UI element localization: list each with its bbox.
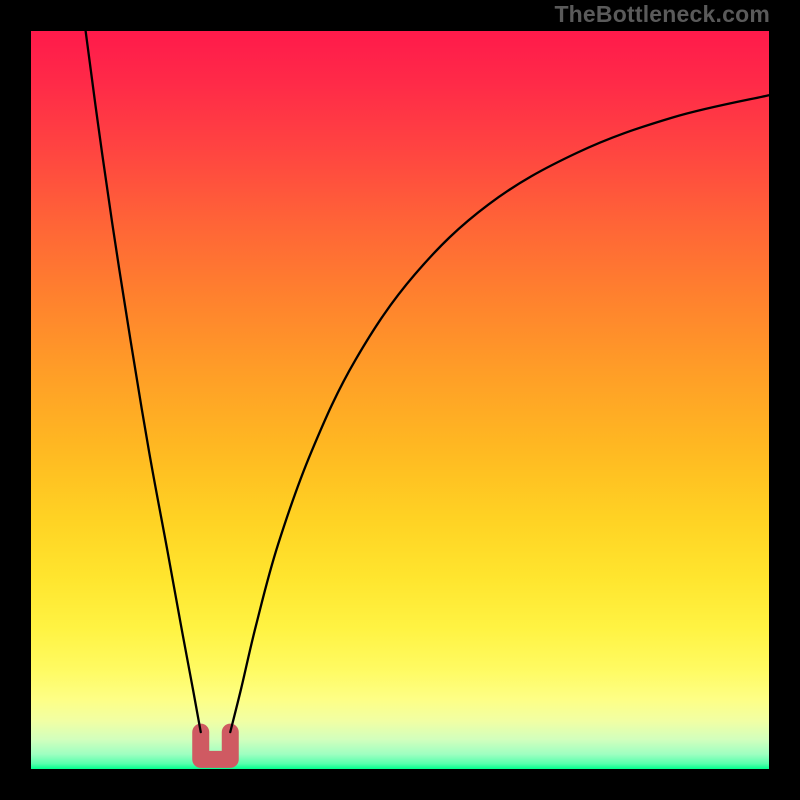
figure-root: TheBottleneck.com (0, 0, 800, 800)
gradient-plot-area (31, 31, 769, 769)
watermark-text: TheBottleneck.com (554, 1, 770, 28)
